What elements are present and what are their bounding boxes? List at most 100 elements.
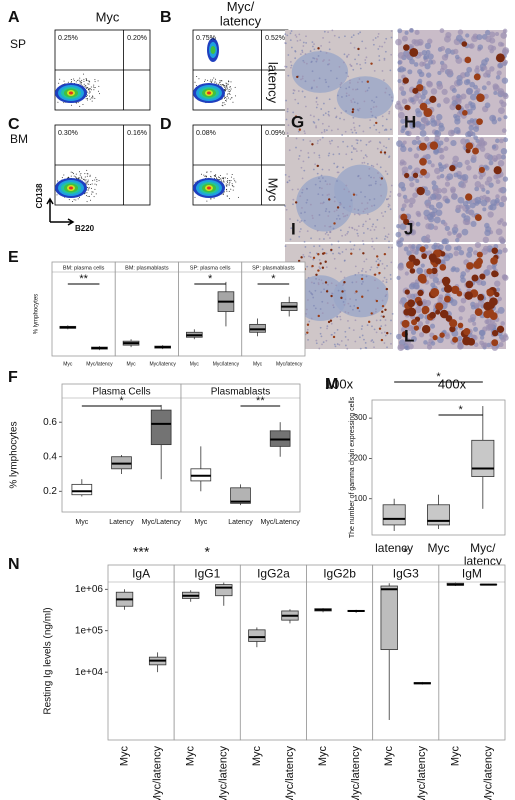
stained-cell (465, 142, 474, 150)
nucleus (426, 213, 434, 221)
event-dot (96, 179, 98, 181)
nucleus (321, 202, 324, 205)
event-dot (194, 81, 196, 83)
nucleus (402, 140, 407, 145)
event-dot (226, 94, 228, 96)
nucleus (396, 333, 402, 340)
nucleus (473, 126, 480, 133)
nucleus (304, 53, 307, 55)
nucleus (362, 157, 365, 159)
nucleus (458, 316, 463, 321)
stained-cell (452, 336, 459, 343)
stained-cell (379, 151, 383, 154)
nucleus (444, 225, 451, 232)
nucleus (363, 260, 366, 263)
nucleus (385, 87, 388, 90)
nucleus (465, 131, 472, 138)
nucleus (318, 214, 321, 216)
nucleus (402, 67, 407, 72)
nucleus (441, 88, 448, 96)
nucleus (430, 120, 438, 127)
stained-cell (435, 309, 441, 315)
panel-letter: N (8, 556, 20, 573)
nucleus (427, 159, 432, 165)
nucleus (298, 155, 301, 157)
nucleus (302, 253, 305, 256)
nucleus (397, 78, 402, 84)
nucleus (384, 324, 387, 327)
nucleus (302, 59, 305, 62)
nucleus (371, 237, 373, 240)
nucleus (404, 338, 412, 345)
nucleus (325, 252, 328, 255)
row-label: Myc (266, 178, 281, 202)
nucleus (447, 129, 455, 137)
nucleus (388, 204, 391, 207)
nucleus (353, 101, 356, 104)
stained-cell (376, 255, 379, 258)
nucleus (320, 45, 323, 47)
nucleus (433, 216, 441, 224)
nucleus (413, 39, 421, 47)
nucleus (285, 42, 287, 45)
nucleus (370, 164, 373, 167)
stained-cell (411, 319, 418, 326)
nucleus (376, 219, 379, 221)
histology-image (396, 240, 509, 351)
nucleus (339, 117, 341, 120)
nucleus (397, 264, 404, 271)
event-dot (79, 105, 81, 107)
nucleus (295, 137, 298, 140)
nucleus (352, 122, 355, 124)
nucleus (298, 235, 301, 238)
nucleus (349, 42, 352, 45)
nucleus (444, 198, 450, 204)
event-dot (229, 93, 231, 95)
nucleus (362, 210, 365, 213)
event-dot (223, 179, 225, 181)
x-tick-label: Myc (75, 519, 88, 526)
nucleus (358, 336, 361, 339)
nucleus (484, 29, 491, 36)
event-dot (92, 95, 94, 97)
nucleus (352, 147, 355, 149)
nucleus (436, 187, 442, 194)
row-label: BM (10, 132, 28, 146)
nucleus (387, 197, 390, 200)
nucleus (337, 289, 340, 292)
y-tick-label: 1e+05 (75, 625, 104, 636)
nucleus (427, 53, 434, 60)
nucleus (398, 111, 405, 119)
nucleus (414, 306, 422, 314)
nucleus (387, 246, 390, 249)
stained-cell (413, 325, 420, 331)
nucleus (355, 139, 358, 141)
nucleus (357, 212, 360, 215)
nucleus (474, 196, 482, 204)
nucleus (497, 117, 502, 122)
nucleus (373, 228, 376, 231)
nucleus (364, 61, 367, 64)
nucleus (437, 296, 443, 303)
event-dot (89, 95, 91, 97)
nucleus (328, 225, 331, 228)
nucleus (379, 319, 382, 322)
event-dot (227, 180, 229, 182)
event-dot (92, 180, 94, 182)
nucleus (349, 305, 352, 308)
event-dot (89, 199, 91, 201)
event-dot (213, 175, 215, 177)
nucleus (308, 290, 311, 293)
event-dot (210, 171, 212, 173)
event-dot (85, 86, 87, 88)
nucleus (346, 347, 349, 350)
event-dot (89, 88, 91, 90)
nucleus (469, 202, 476, 209)
nucleus (362, 280, 364, 283)
nucleus (492, 144, 497, 149)
nucleus (332, 153, 335, 156)
nucleus (328, 140, 331, 143)
nucleus (424, 63, 431, 70)
event-dot (70, 104, 72, 106)
nucleus (346, 56, 348, 59)
